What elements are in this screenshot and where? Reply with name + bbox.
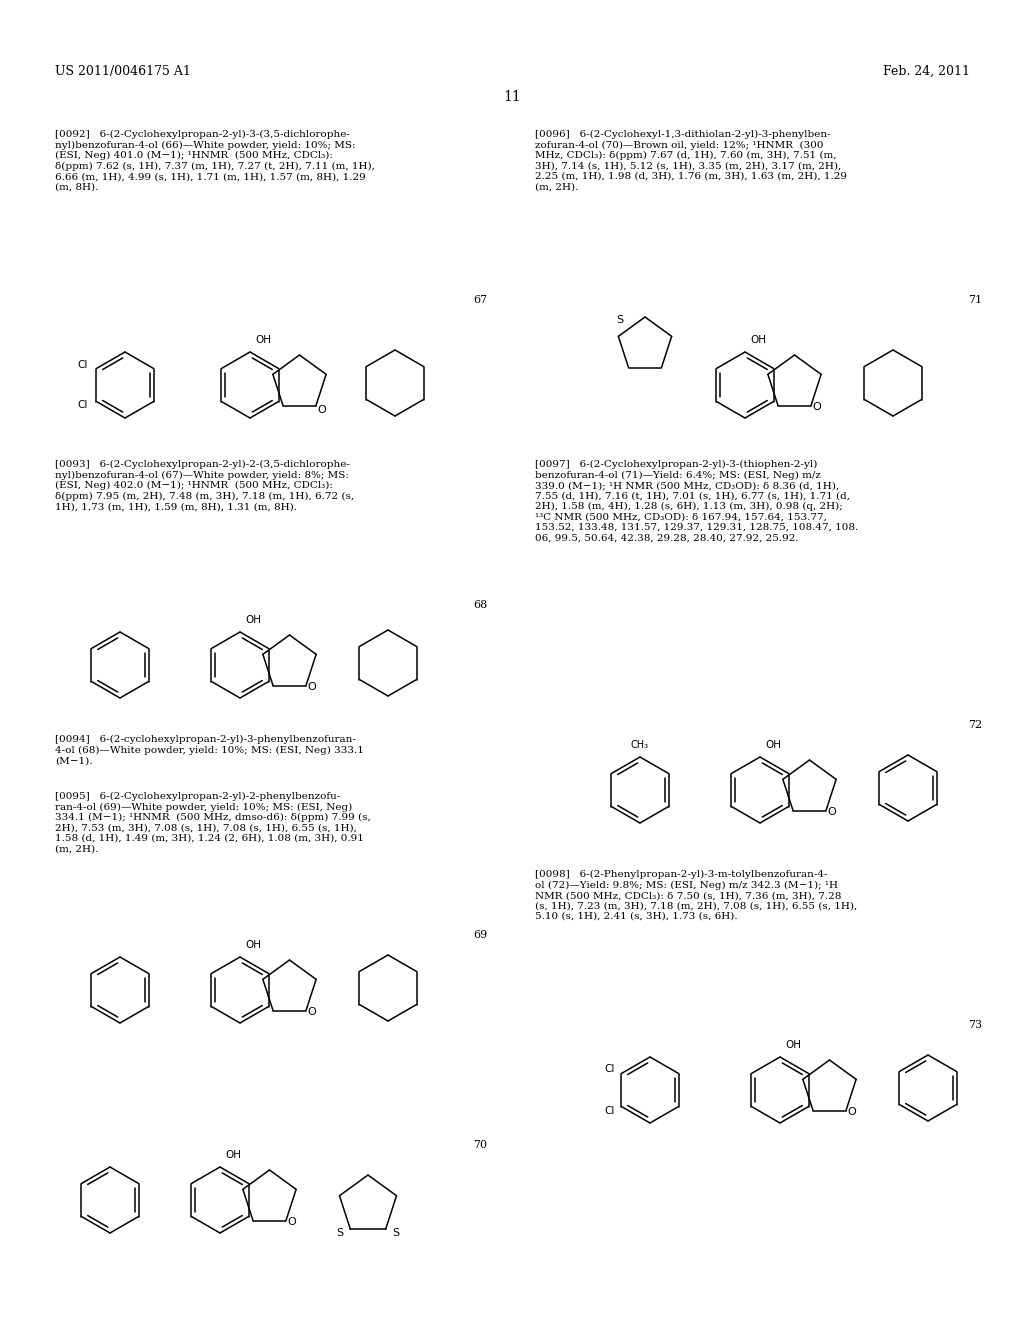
Text: S: S (616, 315, 624, 325)
Text: 71: 71 (968, 294, 982, 305)
Text: 69: 69 (473, 931, 487, 940)
Text: US 2011/0046175 A1: US 2011/0046175 A1 (55, 65, 190, 78)
Text: [0095]   6-(2-Cyclohexylpropan-2-yl)-2-phenylbenzofu-
ran-4-ol (69)—White powder: [0095] 6-(2-Cyclohexylpropan-2-yl)-2-phe… (55, 792, 371, 854)
Text: OH: OH (765, 741, 781, 750)
Text: S: S (392, 1228, 399, 1238)
Text: OH: OH (750, 335, 766, 345)
Text: OH: OH (255, 335, 271, 345)
Text: 70: 70 (473, 1140, 487, 1150)
Text: Cl: Cl (77, 400, 88, 411)
Text: [0098]   6-(2-Phenylpropan-2-yl)-3-m-tolylbenzofuran-4-
ol (72)—Yield: 9.8%; MS:: [0098] 6-(2-Phenylpropan-2-yl)-3-m-tolyl… (535, 870, 857, 921)
Text: S: S (337, 1228, 344, 1238)
Text: [0094]   6-(2-cyclohexylpropan-2-yl)-3-phenylbenzofuran-
4-ol (68)—White powder,: [0094] 6-(2-cyclohexylpropan-2-yl)-3-phe… (55, 735, 364, 766)
Text: Cl: Cl (77, 359, 88, 370)
Text: O: O (307, 1007, 315, 1016)
Text: OH: OH (785, 1040, 801, 1049)
Text: O: O (827, 807, 836, 817)
Text: OH: OH (225, 1150, 241, 1160)
Text: O: O (812, 403, 821, 412)
Text: O: O (847, 1107, 856, 1117)
Text: 68: 68 (473, 601, 487, 610)
Text: O: O (287, 1217, 296, 1228)
Text: [0096]   6-(2-Cyclohexyl-1,3-dithiolan-2-yl)-3-phenylben-
zofuran-4-ol (70)—Brow: [0096] 6-(2-Cyclohexyl-1,3-dithiolan-2-y… (535, 129, 847, 191)
Text: 11: 11 (503, 90, 521, 104)
Text: 73: 73 (968, 1020, 982, 1030)
Text: [0097]   6-(2-Cyclohexylpropan-2-yl)-3-(thiophen-2-yl)
benzofuran-4-ol (71)—Yiel: [0097] 6-(2-Cyclohexylpropan-2-yl)-3-(th… (535, 459, 858, 543)
Text: CH₃: CH₃ (631, 741, 649, 750)
Text: OH: OH (245, 940, 261, 950)
Text: 72: 72 (968, 719, 982, 730)
Text: Feb. 24, 2011: Feb. 24, 2011 (883, 65, 970, 78)
Text: O: O (307, 682, 315, 692)
Text: [0093]   6-(2-Cyclohexylpropan-2-yl)-2-(3,5-dichlorophe-
nyl)benzofuran-4-ol (67: [0093] 6-(2-Cyclohexylpropan-2-yl)-2-(3,… (55, 459, 354, 511)
Text: Cl: Cl (604, 1106, 614, 1115)
Text: OH: OH (245, 615, 261, 624)
Text: Cl: Cl (604, 1064, 614, 1074)
Text: [0092]   6-(2-Cyclohexylpropan-2-yl)-3-(3,5-dichlorophe-
nyl)benzofuran-4-ol (66: [0092] 6-(2-Cyclohexylpropan-2-yl)-3-(3,… (55, 129, 375, 191)
Text: O: O (317, 405, 326, 414)
Text: 67: 67 (473, 294, 487, 305)
